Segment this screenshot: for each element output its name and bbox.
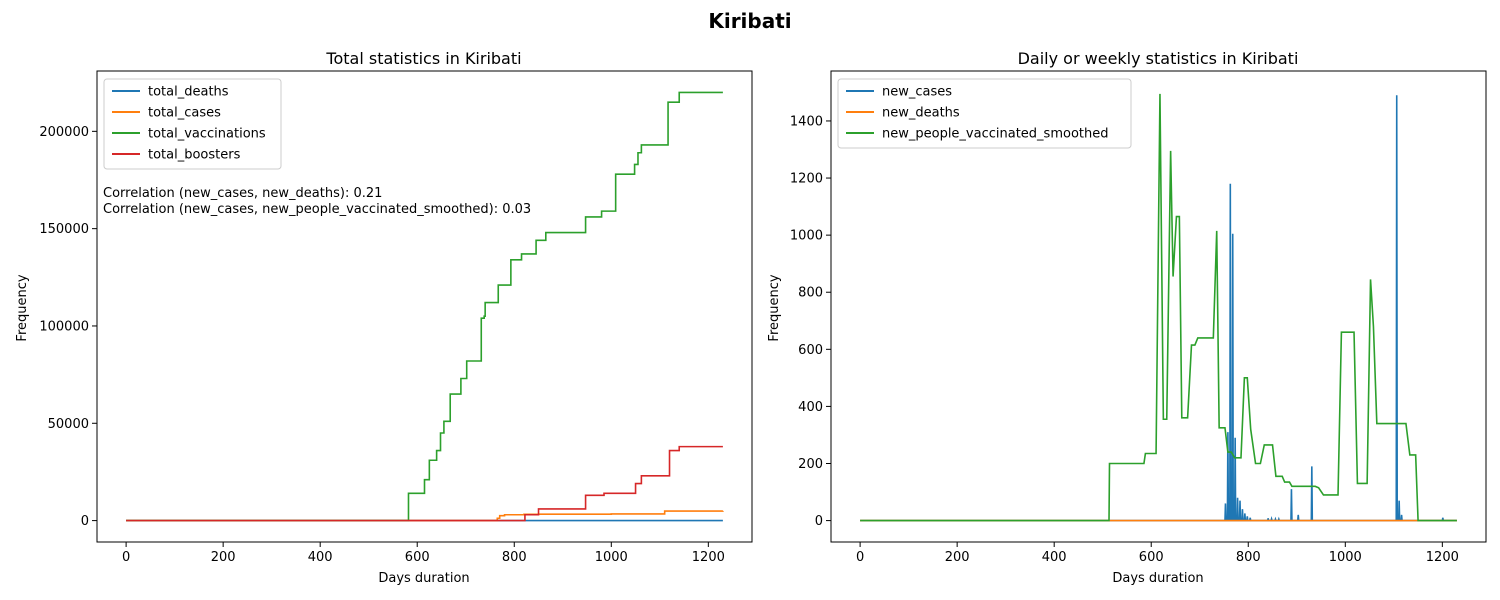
- x-tick-label: 0: [856, 550, 864, 565]
- y-tick-label: 200: [798, 457, 823, 472]
- y-tick-label: 50000: [48, 417, 89, 432]
- y-tick-label: 1200: [790, 172, 823, 187]
- legend-label: new_deaths: [882, 106, 960, 121]
- x-tick-label: 0: [122, 550, 130, 565]
- series-line-new-people-vaccinated-smoothed: [860, 93, 1457, 522]
- legend: new_cases new_deaths new_people_vaccinated…: [837, 78, 1132, 149]
- x-tick-label: 800: [502, 550, 527, 565]
- figure-title: Kiribati: [708, 9, 791, 33]
- x-tick-label: 200: [945, 550, 970, 565]
- series-line-total-boosters: [126, 445, 723, 522]
- y-tick-label: 800: [798, 286, 823, 301]
- x-tick-label: 1200: [692, 550, 725, 565]
- y-tick-label: 0: [81, 514, 89, 529]
- y-axis-label: Frequency: [767, 274, 782, 341]
- y-axis-label: Frequency: [15, 274, 30, 341]
- legend-label: new_people_vaccinated_smoothed: [882, 127, 1108, 142]
- x-tick-label: 1000: [1329, 550, 1362, 565]
- plot-area: 0 200 400 600 800 1000 1200 0 50000 100000 150000 2…: [39, 70, 753, 565]
- y-tick-label: 400: [798, 400, 823, 415]
- x-tick-label: 400: [308, 550, 333, 565]
- y-tick-label: 600: [798, 343, 823, 358]
- y-tick-label: 0: [815, 514, 823, 529]
- plot-area: 0 200 400 600 800 1000 1200 0 200 400 600 800 1000 12…: [790, 70, 1487, 565]
- plot-frame: [96, 70, 753, 543]
- y-tick-label: 1400: [790, 114, 823, 129]
- legend-label: total_deaths: [148, 85, 229, 100]
- y-tick-label: 150000: [39, 222, 89, 237]
- daily-weekly-statistics-chart: Daily or weekly statistics in Kiribati 0…: [767, 49, 1487, 586]
- legend-label: total_boosters: [148, 148, 241, 163]
- x-tick-label: 400: [1042, 550, 1067, 565]
- chart-title: Daily or weekly statistics in Kiribati: [1018, 49, 1299, 68]
- y-tick-label: 100000: [39, 319, 89, 334]
- legend-label: new_cases: [882, 85, 952, 100]
- series-line-total-cases: [126, 510, 724, 522]
- y-tick-label: 200000: [39, 125, 89, 140]
- x-axis-label: Days duration: [378, 571, 469, 586]
- correlation-annotation-deaths: Correlation (new_cases, new_deaths): 0.2…: [103, 186, 382, 201]
- series-line-total-vaccinations: [126, 91, 723, 522]
- x-axis-label: Days duration: [1112, 571, 1203, 586]
- correlation-annotation-vaccinated: Correlation (new_cases, new_people_vacci…: [103, 202, 531, 217]
- chart-title: Total statistics in Kiribati: [325, 49, 521, 68]
- x-tick-label: 1200: [1426, 550, 1459, 565]
- legend: total_deaths total_cases total_vaccination…: [103, 78, 282, 170]
- legend-label: total_cases: [148, 106, 221, 121]
- x-tick-label: 800: [1236, 550, 1261, 565]
- plot-frame: [830, 70, 1487, 543]
- x-tick-label: 200: [211, 550, 236, 565]
- legend-box: [103, 78, 282, 170]
- x-tick-label: 600: [405, 550, 430, 565]
- x-tick-label: 600: [1139, 550, 1164, 565]
- y-tick-label: 1000: [790, 229, 823, 244]
- legend-box: [837, 78, 1132, 149]
- total-statistics-chart: Total statistics in Kiribati 0 200 400 600 8…: [15, 49, 753, 586]
- x-tick-label: 1000: [595, 550, 628, 565]
- legend-label: total_vaccinations: [148, 127, 266, 142]
